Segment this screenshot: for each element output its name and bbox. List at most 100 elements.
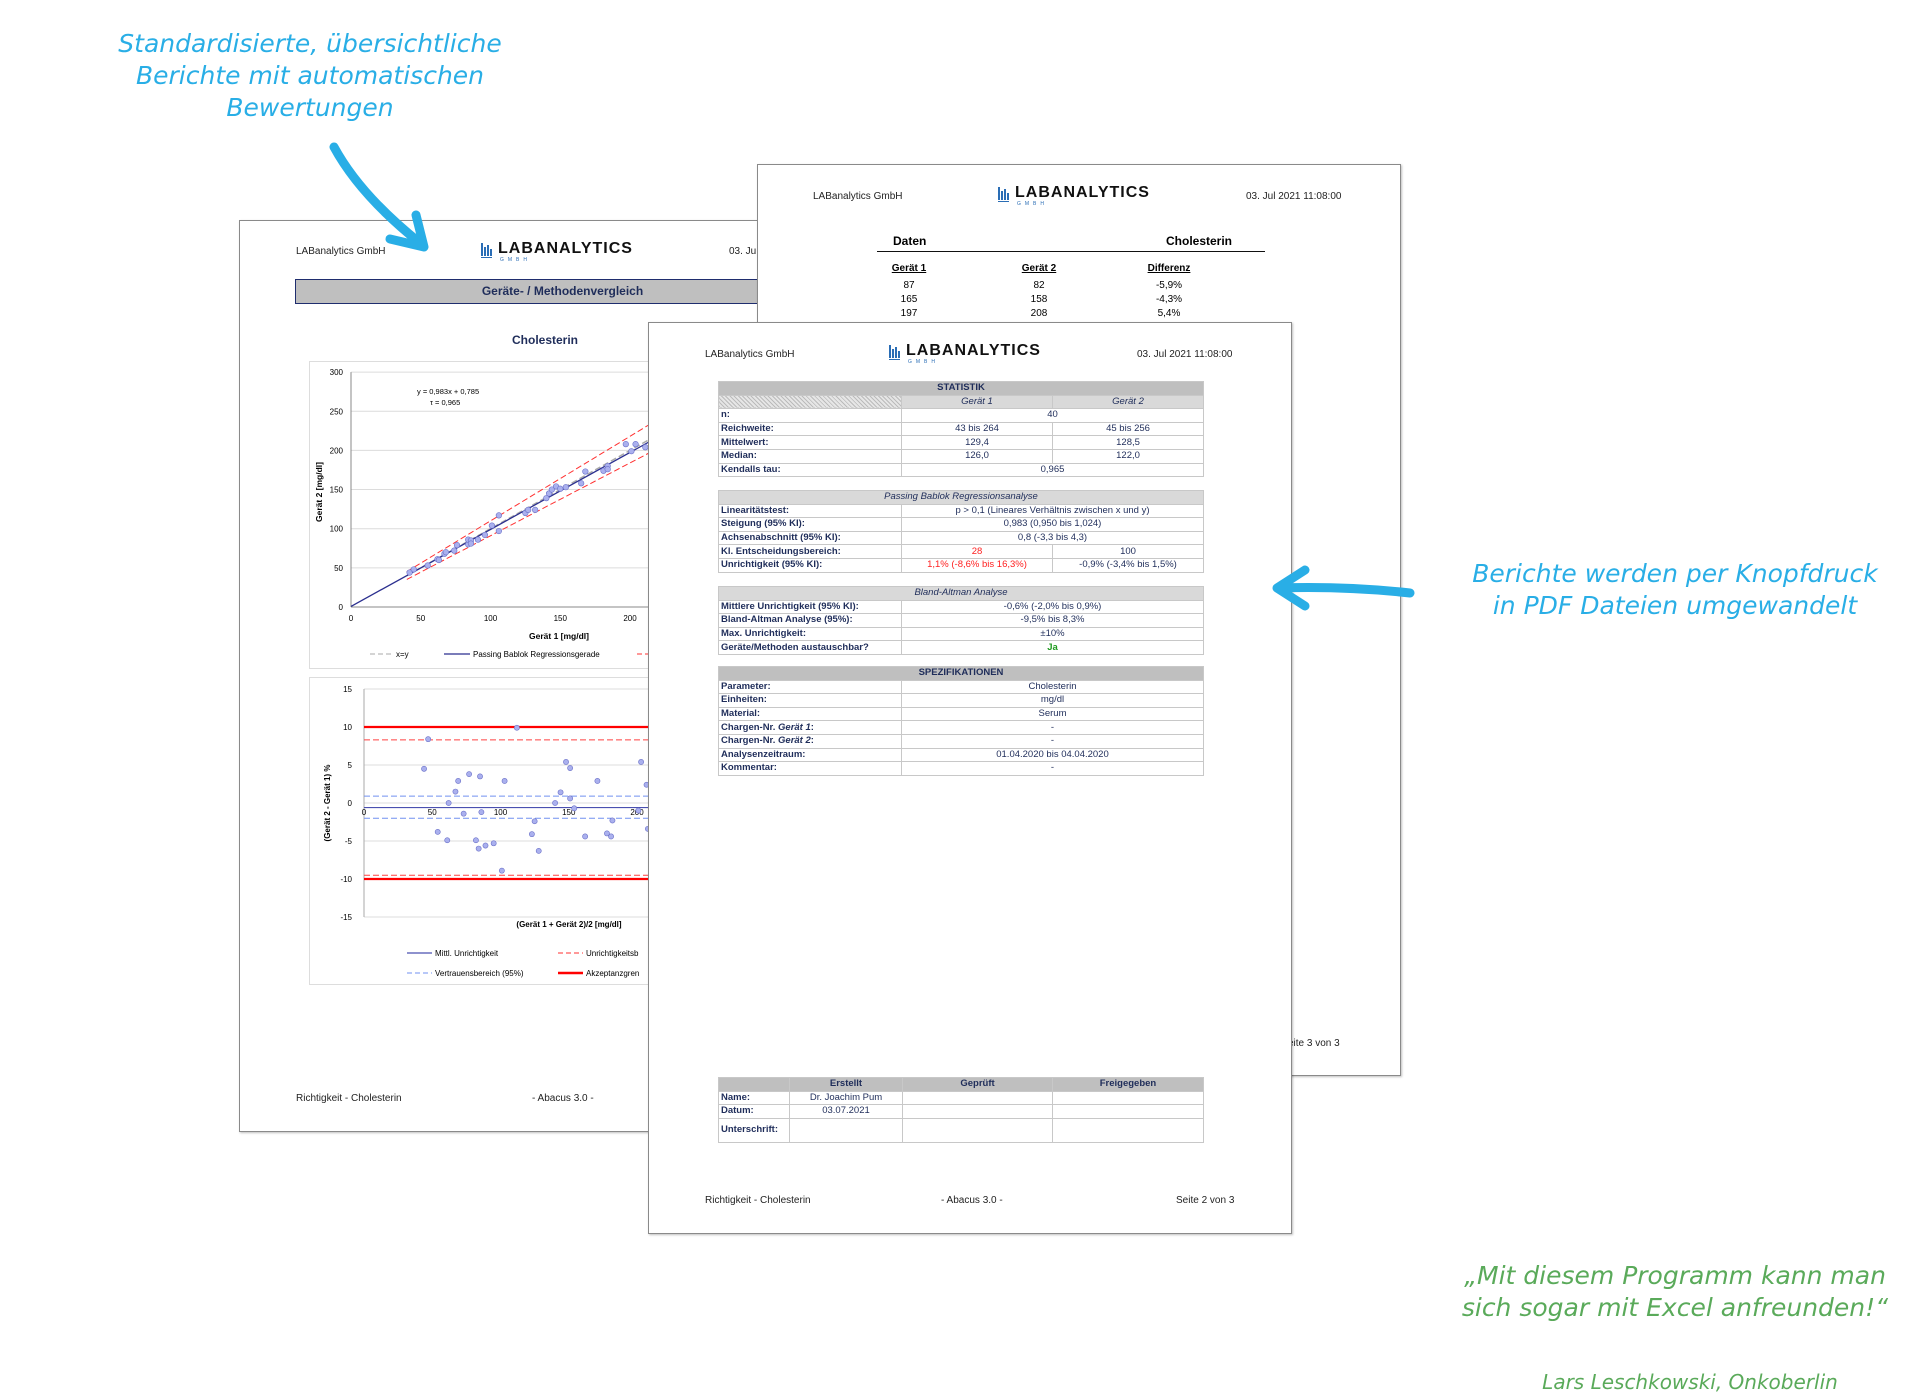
testimonial-author: Lars Leschkowski, Onkoberlin <box>1542 1370 1838 1394</box>
data-point <box>622 441 629 448</box>
data-point <box>474 536 482 543</box>
data-point <box>582 468 589 475</box>
data-point <box>475 845 482 852</box>
table-row: Steigung (95% KI): 0,983 (0,950 bis 1,024… <box>718 517 1204 532</box>
hatch-cell <box>718 394 902 410</box>
table-row: Name: Dr. Joachim Pum <box>718 1090 1204 1106</box>
data-point <box>594 778 601 784</box>
data-point <box>495 512 502 519</box>
regression-equation: y = 0,983x + 0,785 <box>417 387 479 396</box>
x-tick-label: 100 <box>494 808 508 817</box>
signoff-name: Dr. Joachim Pum <box>789 1090 903 1106</box>
data-point <box>482 842 489 849</box>
logo-sub: GMBH <box>500 257 531 263</box>
table-row: Datum: 03.07.2021 <box>718 1104 1204 1119</box>
footer-right: Seite 2 von 3 <box>1176 1195 1235 1206</box>
data-point <box>445 800 452 806</box>
data-cell: 87 <box>903 280 915 291</box>
row-label: Linearitätstest: <box>718 503 902 519</box>
x-tick-label: 150 <box>554 614 568 623</box>
logo: LABANALYTICS GMBH <box>889 343 1041 365</box>
company-name: LABanalytics GmbH <box>813 191 903 202</box>
passing-bablok-chart: 0 50 100 150 200 250 300 0 50 100 150 200 y = 0,983x… <box>309 361 822 669</box>
row-value: 100 <box>1052 544 1204 559</box>
passing-bablok-table: Passing Bablok Regressionsanalyse Linear… <box>718 490 1204 573</box>
row-label: Parameter: <box>718 679 902 695</box>
table-header: Bland-Altman Analyse <box>717 586 1205 601</box>
data-point <box>567 795 574 802</box>
data-point <box>453 542 461 549</box>
data-point <box>481 531 489 539</box>
row-value: 0,965 <box>900 462 1205 478</box>
col-header: Gerät 2 <box>1051 394 1205 410</box>
data-point <box>435 556 442 564</box>
row-value: p > 0,1 (Lineares Verhältnis zwischen x … <box>901 503 1204 519</box>
y-axis-label: Gerät 2 [mg/dl] <box>314 462 324 522</box>
bland-altman-table: Bland-Altman Analyse Mittlere Unrichtigk… <box>717 586 1205 655</box>
parameter-title: Cholesterin <box>1166 234 1233 248</box>
col-header: Geprüft <box>902 1077 1053 1092</box>
table-row: Parameter: Cholesterin <box>718 679 1204 695</box>
upper-band-line <box>406 393 701 573</box>
data-point <box>477 773 483 780</box>
y-tick-label: 200 <box>330 446 344 455</box>
row-value: - <box>901 720 1204 735</box>
row-label: Median: <box>718 448 902 464</box>
row-value: 0,8 (-3,3 bis 4,3) <box>901 530 1204 546</box>
legend-label: Mittl. Unrichtigkeit <box>435 949 499 958</box>
quote-line: „Mit diesem Programm kann man <box>1464 1261 1886 1290</box>
data-point <box>578 480 585 487</box>
data-point <box>513 724 520 731</box>
data-point <box>638 759 644 765</box>
row-label: Reichweite: <box>718 421 902 437</box>
y-tick-label: 10 <box>343 723 352 732</box>
table-row: Material: Serum <box>718 706 1204 722</box>
row-value: 129,4 <box>901 435 1053 450</box>
row-value: 01.04.2020 bis 04.04.2020 <box>901 747 1204 763</box>
data-point <box>452 788 459 795</box>
data-point <box>421 765 427 772</box>
data-point <box>425 736 432 743</box>
row-value: 0,983 (0,950 bis 1,024) <box>901 517 1204 532</box>
data-point <box>460 810 467 817</box>
row-value: mg/dl <box>901 693 1204 708</box>
row-label: Max. Unrichtigkeit: <box>718 626 902 642</box>
col-header: Gerät 2 <box>1021 263 1057 274</box>
row-label: Material: <box>718 706 902 722</box>
data-point <box>604 830 610 837</box>
x-tick-label: 0 <box>362 808 367 817</box>
legend-label: x=y <box>396 650 409 659</box>
table-row: Median: 126,0 122,0 <box>718 448 1205 464</box>
data-point <box>532 506 539 514</box>
data-point <box>495 527 502 535</box>
empty-cell <box>1052 1090 1204 1106</box>
row-value: Serum <box>901 706 1204 722</box>
data-cell: 197 <box>900 308 918 319</box>
data-point <box>528 831 535 838</box>
x-axis-label: Gerät 1 [mg/dl] <box>529 631 589 641</box>
data-cell: 165 <box>900 294 918 305</box>
empty-cell <box>902 1090 1053 1106</box>
data-point <box>571 805 578 812</box>
arrow-down-icon <box>329 142 429 252</box>
logo-name: LABANALYTICS <box>498 240 633 257</box>
row-label: Kommentar: <box>718 761 902 776</box>
quote-line: sich sogar mit Excel anfreunden!“ <box>1461 1293 1889 1322</box>
y-tick-label: 100 <box>330 525 344 534</box>
row-value: 28 <box>901 544 1053 559</box>
label-device: Gerät 2 <box>778 735 811 747</box>
table-row: Mittelwert: 129,4 128,5 <box>718 435 1205 450</box>
data-cell: 208 <box>1030 308 1048 319</box>
table-row: Max. Unrichtigkeit: ±10% <box>718 626 1205 642</box>
data-cell: 5,4% <box>1157 308 1181 319</box>
footer-center: - Abacus 3.0 - <box>941 1195 1003 1206</box>
data-point <box>632 441 639 448</box>
x-tick-label: 50 <box>428 808 437 817</box>
data-point <box>567 765 574 771</box>
data-point <box>501 778 508 784</box>
data-point <box>490 840 497 847</box>
row-value: 122,0 <box>1051 448 1205 464</box>
y-tick-label: -5 <box>345 837 353 846</box>
data-point <box>467 540 475 547</box>
row-value: ±10% <box>900 626 1205 642</box>
